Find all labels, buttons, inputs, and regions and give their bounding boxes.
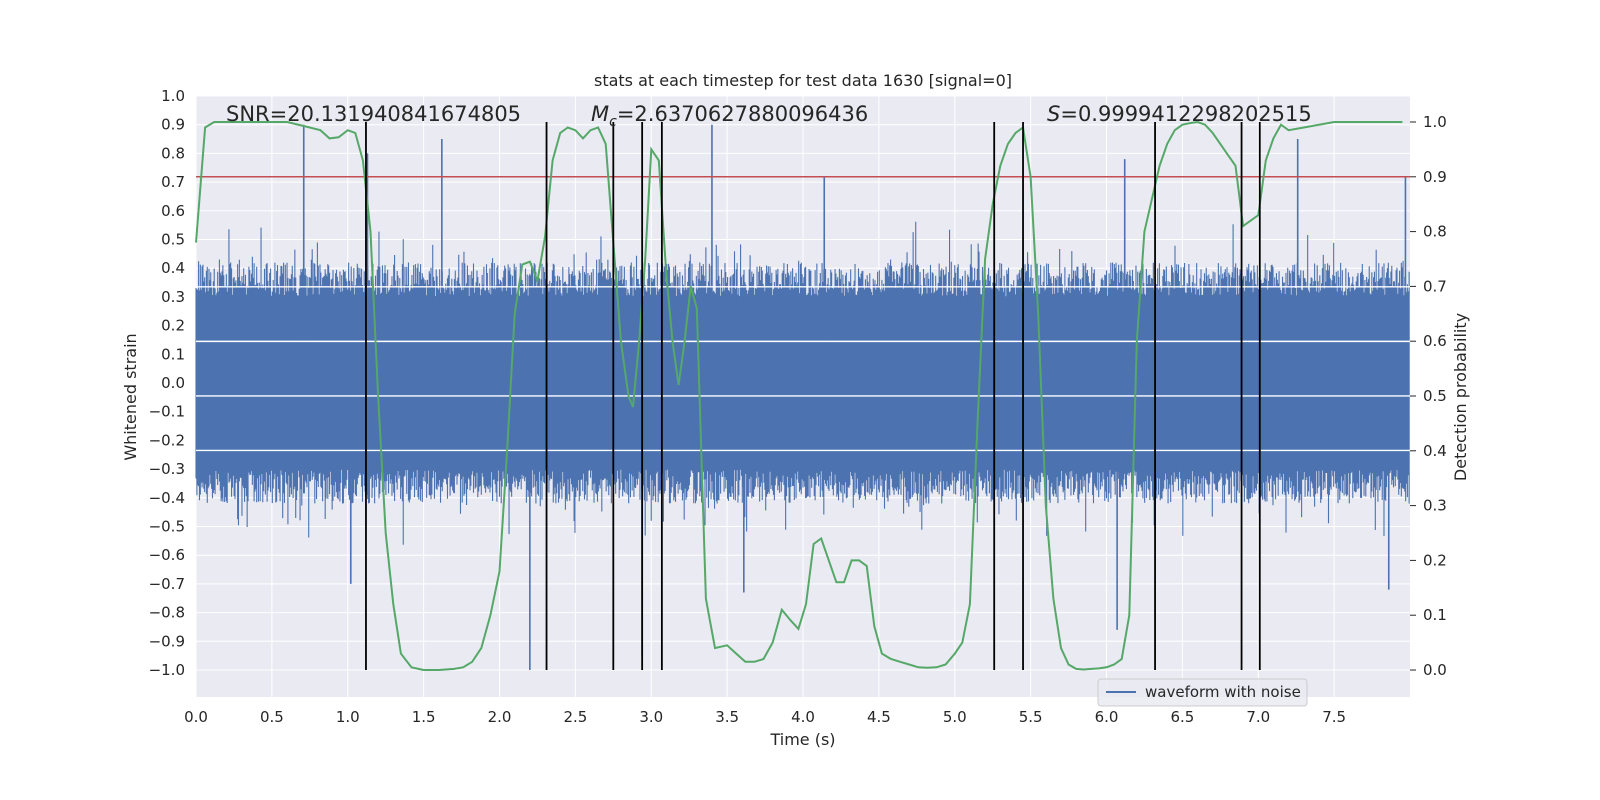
waveform-trace: [195, 221, 1410, 545]
y2-axis-ticks: 1.0 0.9 0.8 0.7 0.6 0.5 0.4 0.3 0.2 0.1 0.0: [1410, 113, 1447, 679]
y2-tick-label: 1.0: [1423, 113, 1447, 131]
y2-tick-label: 0.2: [1423, 551, 1447, 569]
y-tick-label: 0.1: [161, 345, 185, 363]
x-tick-label: 1.5: [412, 708, 436, 726]
y-tick-label: −0.3: [149, 460, 185, 478]
significance-annotation: S=0.9999412298202515: [1047, 102, 1312, 126]
y-tick-label: 0.5: [161, 231, 185, 249]
x-tick-label: 7.0: [1246, 708, 1270, 726]
x-tick-label: 3.5: [715, 708, 739, 726]
y-tick-label: −0.7: [149, 575, 185, 593]
y2-tick-label: 0.3: [1423, 497, 1447, 515]
x-tick-label: 5.0: [943, 708, 967, 726]
y2-tick-label: 0.5: [1423, 387, 1447, 405]
y-tick-label: −0.4: [149, 489, 185, 507]
y-tick-label: −0.2: [149, 431, 185, 449]
y2-tick-label: 0.9: [1423, 168, 1447, 186]
x-tick-label: 6.0: [1095, 708, 1119, 726]
y2-tick-label: 0.6: [1423, 332, 1447, 350]
legend-label: waveform with noise: [1145, 683, 1301, 701]
feature-lines: [196, 286, 1410, 452]
chirp-mass-symbol: M: [591, 102, 609, 126]
significance-symbol: S: [1047, 102, 1060, 126]
y-tick-label: 1.0: [161, 87, 185, 105]
legend-box: [1097, 678, 1308, 707]
y-tick-label: 0.7: [161, 173, 185, 191]
y-tick-label: 0.4: [161, 259, 185, 277]
snr-annotation: SNR=20.131940841674805: [226, 102, 521, 126]
y2-axis-label: Detection probability: [1451, 313, 1470, 481]
y-axis-label: Whitened strain: [121, 333, 140, 460]
y-axis-ticks: 1.0 0.9 0.8 0.7 0.6 0.5 0.4 0.3 0.2 0.1 0.0 −0.1 −0.…: [149, 87, 185, 679]
y-tick-label: −1.0: [149, 661, 185, 679]
x-tick-label: 3.0: [639, 708, 663, 726]
significance-value: =0.9999412298202515: [1060, 102, 1311, 126]
x-tick-label: 1.0: [336, 708, 360, 726]
y-tick-label: −0.8: [149, 604, 185, 622]
y-tick-label: 0.8: [161, 144, 185, 162]
chirp-mass-value: =2.6370627880096436: [617, 102, 868, 126]
legend: waveform with noise: [1097, 678, 1308, 707]
y-tick-label: 0.2: [161, 317, 185, 335]
x-tick-label: 4.0: [791, 708, 815, 726]
x-tick-label: 7.5: [1322, 708, 1346, 726]
x-axis-ticks: 0.0 0.5 1.0 1.5 2.0 2.5 3.0 3.5 4.0 4.5 5.0 5.5 6.0 6…: [184, 708, 1346, 726]
x-tick-label: 0.0: [184, 708, 208, 726]
y2-tick-label: 0.0: [1423, 661, 1447, 679]
y-tick-label: 0.3: [161, 288, 185, 306]
x-tick-label: 2.0: [488, 708, 512, 726]
y2-tick-label: 0.7: [1423, 277, 1447, 295]
x-tick-label: 6.5: [1170, 708, 1194, 726]
x-tick-label: 5.5: [1019, 708, 1043, 726]
vertical-lines: [365, 122, 1261, 670]
y-tick-label: −0.6: [149, 546, 185, 564]
chirp-mass-subscript: c: [609, 114, 617, 130]
y-tick-label: 0.6: [161, 202, 185, 220]
y-tick-label: 0.0: [161, 374, 185, 392]
probability-series: [195, 120, 1403, 671]
y2-tick-label: 0.4: [1423, 442, 1447, 460]
chirp-mass-annotation: Mc=2.6370627880096436: [591, 102, 868, 130]
x-axis-label: Time (s): [769, 730, 835, 749]
x-tick-label: 4.5: [867, 708, 891, 726]
y-tick-label: −0.1: [149, 403, 185, 421]
y2-tick-label: 0.1: [1423, 606, 1447, 624]
y-tick-label: −0.9: [149, 632, 185, 650]
x-tick-label: 0.5: [260, 708, 284, 726]
y-tick-label: −0.5: [149, 518, 185, 536]
y2-tick-label: 0.8: [1423, 223, 1447, 241]
x-tick-label: 2.5: [563, 708, 587, 726]
y-tick-label: 0.9: [161, 116, 185, 134]
chart-title: stats at each timestep for test data 163…: [594, 71, 1012, 90]
probability-line: [195, 120, 1403, 671]
